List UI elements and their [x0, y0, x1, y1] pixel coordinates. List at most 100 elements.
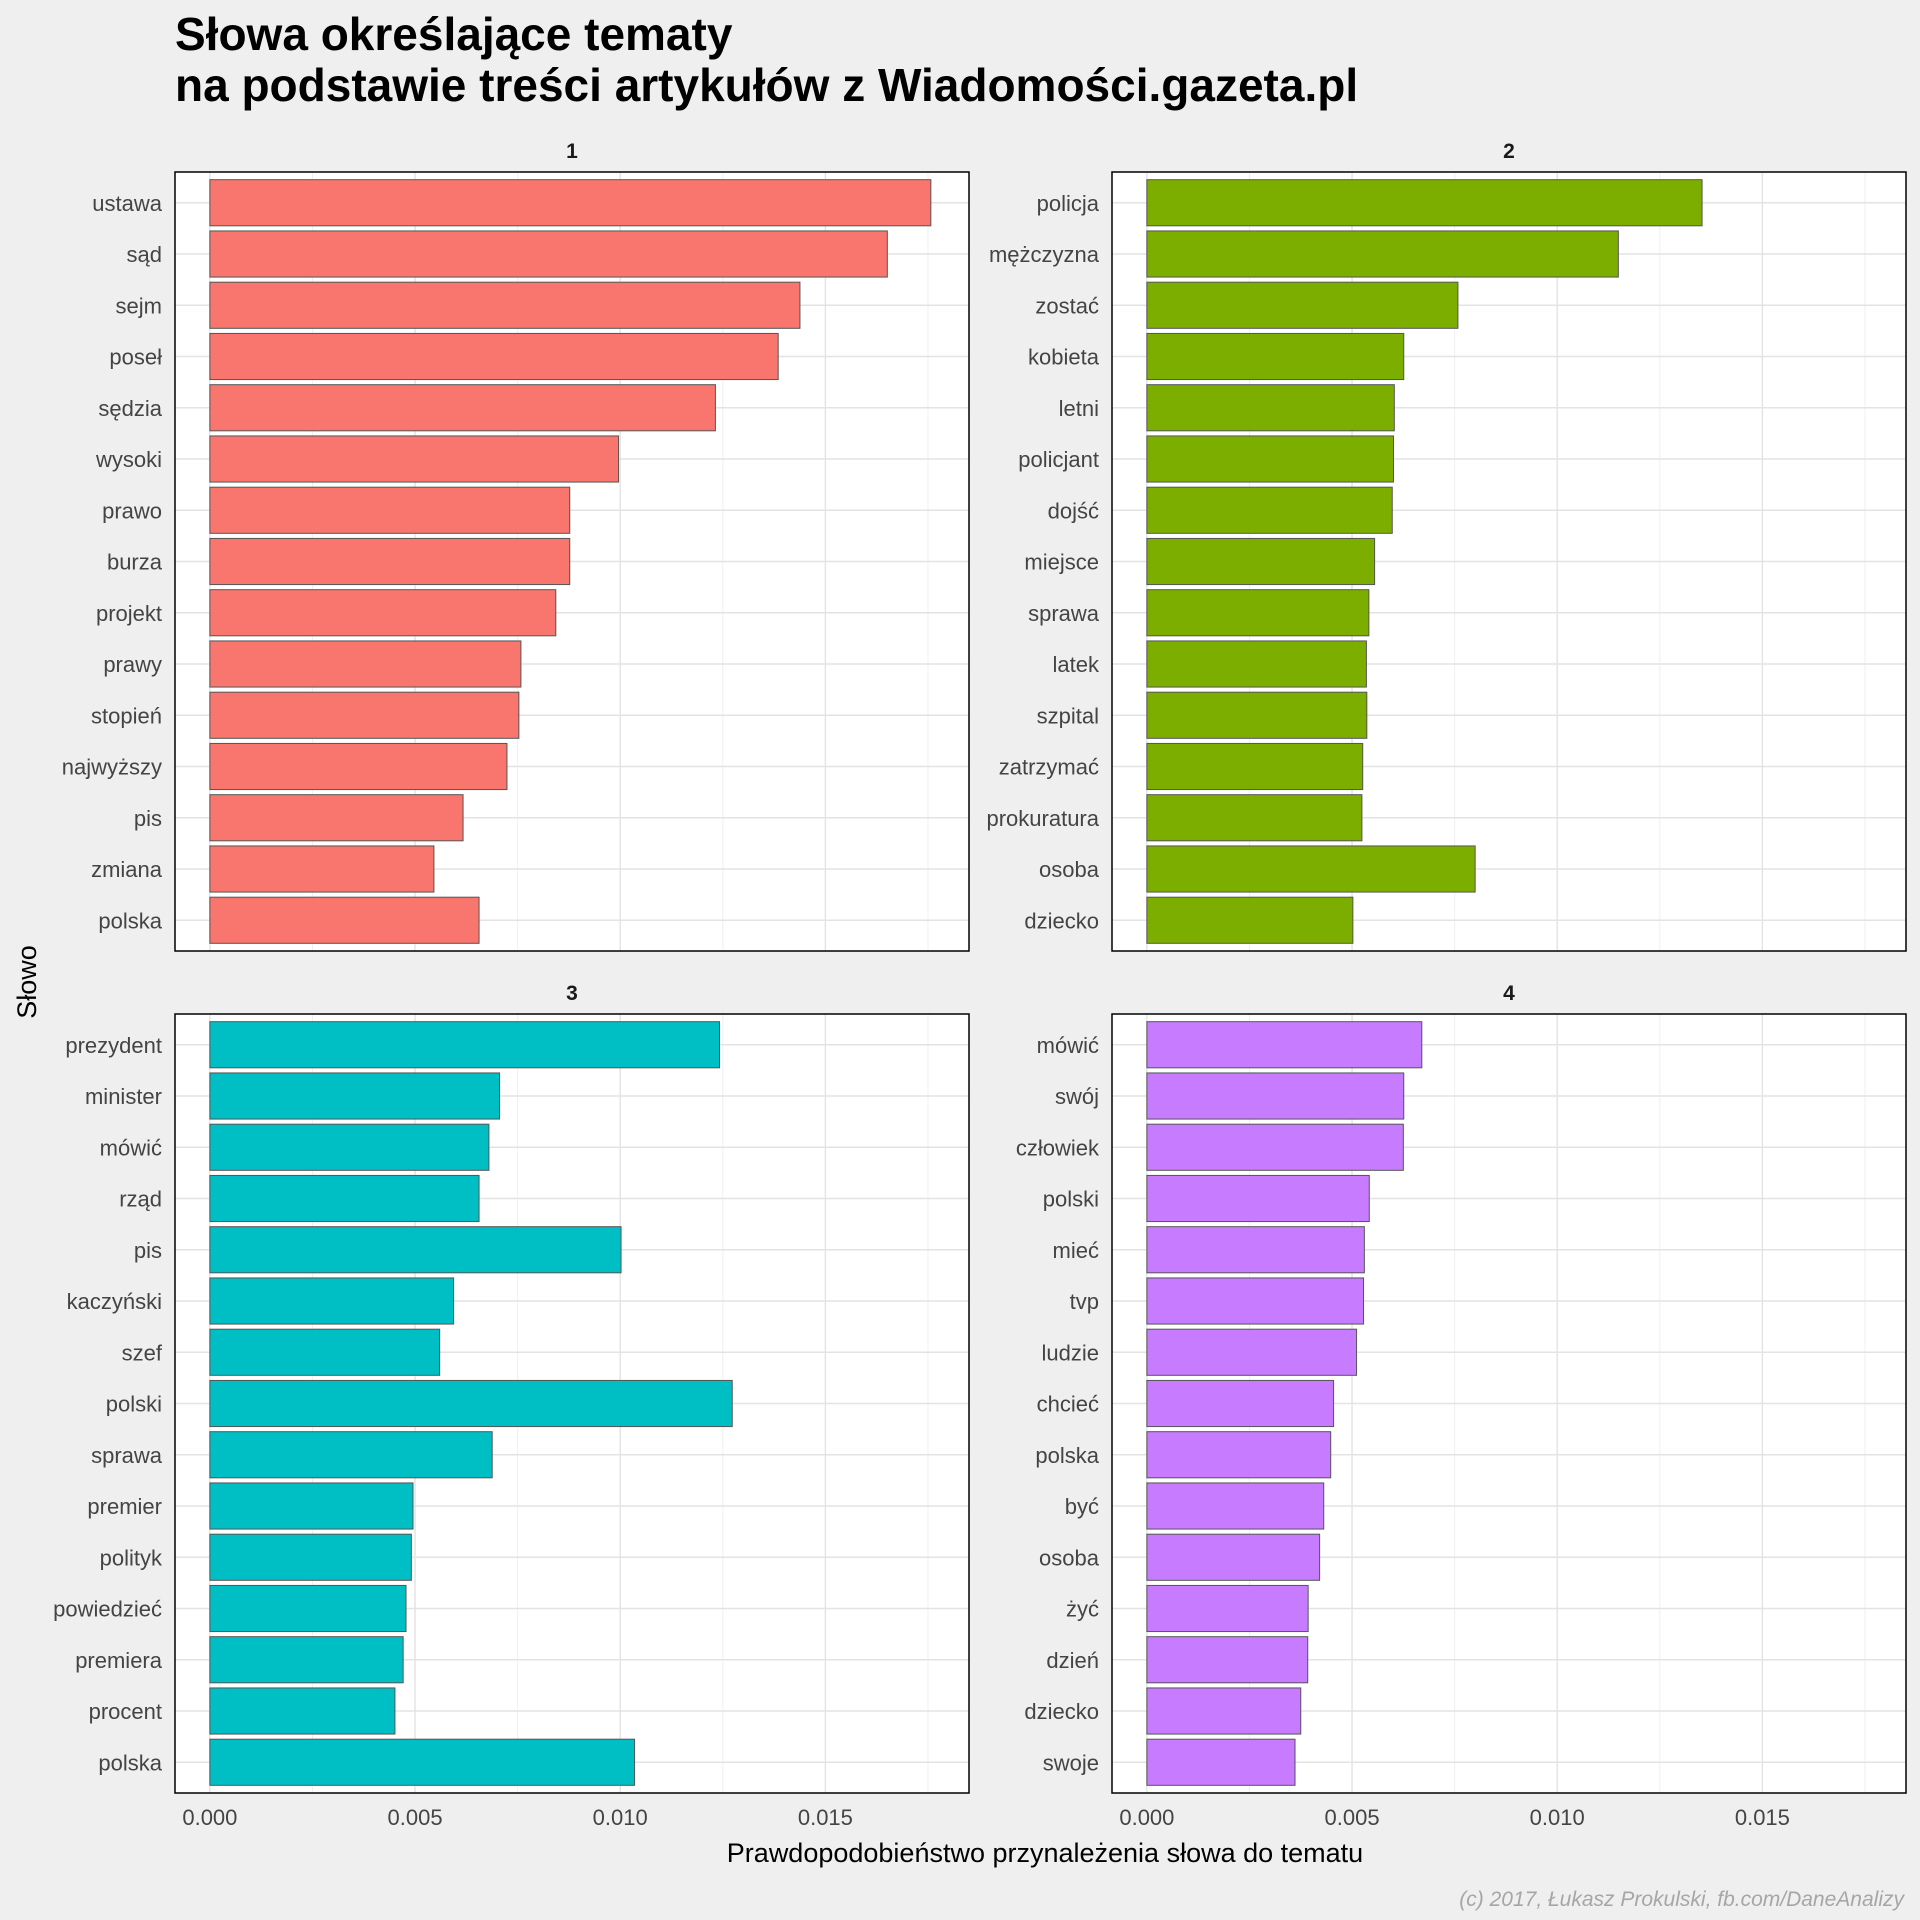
- category-label: sąd: [127, 242, 162, 267]
- category-label: miejsce: [1024, 550, 1099, 575]
- facet-strip-label: 3: [566, 982, 578, 1005]
- category-label: wysoki: [95, 447, 162, 472]
- panel-1: 1 ustawa sąd sejm poseł sędzia wysoki prawo burz…: [62, 140, 970, 952]
- bar: [1146, 435, 1394, 483]
- bar: [209, 1021, 721, 1069]
- bar: [209, 1533, 412, 1581]
- x-axis-title: Prawdopodobieństwo przynależenia słowa d…: [727, 1838, 1363, 1868]
- bar: [209, 1687, 396, 1735]
- bar: [209, 1328, 441, 1376]
- bar: [209, 1277, 455, 1325]
- bar: [209, 1174, 480, 1223]
- category-label: swoje: [1043, 1750, 1099, 1775]
- panel-2: 2 policja mężczyzna zostać kobieta letni polic…: [986, 140, 1907, 952]
- category-label: polska: [98, 1750, 162, 1775]
- category-label: kaczyński: [67, 1289, 162, 1314]
- bar: [1146, 1226, 1365, 1274]
- bar: [209, 794, 464, 842]
- panel-border: [174, 1013, 970, 1794]
- bar: [1146, 1072, 1405, 1120]
- bar: [1146, 794, 1363, 842]
- bar: [1146, 1021, 1423, 1069]
- bar: [209, 896, 480, 944]
- bar: [1146, 742, 1364, 791]
- bar: [209, 230, 888, 278]
- x-tick-label: 0.015: [798, 1805, 853, 1830]
- bar: [1146, 1379, 1335, 1428]
- bar: [209, 332, 779, 381]
- category-label: polski: [1043, 1187, 1099, 1212]
- category-label: policja: [1037, 191, 1100, 216]
- category-label: stopień: [91, 703, 162, 728]
- category-label: pis: [134, 806, 162, 831]
- bar: [209, 1584, 407, 1633]
- category-label: sprawa: [1028, 601, 1100, 626]
- bar: [1146, 1687, 1302, 1735]
- category-label: osoba: [1039, 1545, 1100, 1570]
- bar: [1146, 1123, 1404, 1171]
- panel-border: [174, 171, 970, 952]
- bar: [1146, 384, 1395, 432]
- category-label: minister: [85, 1084, 162, 1109]
- bar: [1146, 1431, 1332, 1479]
- bar: [209, 1636, 404, 1684]
- category-label: ludzie: [1042, 1340, 1099, 1365]
- bar: [1146, 179, 1703, 227]
- category-label: chcieć: [1037, 1392, 1099, 1417]
- bar: [209, 384, 716, 432]
- category-label: człowiek: [1016, 1135, 1100, 1160]
- category-label: procent: [89, 1699, 162, 1724]
- category-label: rząd: [119, 1187, 162, 1212]
- category-label: burza: [107, 550, 163, 575]
- category-label: najwyższy: [62, 755, 162, 780]
- bar: [1146, 1584, 1309, 1633]
- category-label: poseł: [109, 345, 162, 370]
- bar: [1146, 1738, 1296, 1786]
- bar: [209, 1123, 490, 1171]
- category-label: mężczyzna: [989, 242, 1100, 267]
- category-label: dziecko: [1024, 908, 1099, 933]
- bar: [209, 742, 508, 791]
- category-label: letni: [1059, 396, 1099, 421]
- bar: [1146, 1328, 1358, 1376]
- bar: [1146, 486, 1393, 534]
- category-label: żyć: [1066, 1597, 1099, 1622]
- bar: [209, 845, 435, 893]
- bar: [1146, 640, 1367, 688]
- category-label: sejm: [116, 293, 162, 318]
- category-label: polska: [98, 908, 162, 933]
- bar: [1146, 896, 1354, 944]
- bar: [1146, 1174, 1370, 1223]
- category-label: latek: [1053, 652, 1100, 677]
- category-label: powiedzieć: [53, 1597, 162, 1622]
- category-label: szpital: [1037, 703, 1099, 728]
- category-label: pis: [134, 1238, 162, 1263]
- panel-border: [1111, 1013, 1907, 1794]
- bar: [1146, 589, 1370, 637]
- bar: [209, 1431, 493, 1479]
- panels-layer: 1 ustawa sąd sejm poseł sędzia wysoki prawo burz…: [53, 140, 1907, 1830]
- bar: [1146, 1636, 1309, 1684]
- category-label: prezydent: [65, 1033, 162, 1058]
- chart-title-line-1: Słowa określające tematy: [175, 8, 733, 60]
- category-label: polityk: [100, 1545, 163, 1570]
- category-label: swój: [1055, 1084, 1099, 1109]
- bar: [209, 435, 620, 483]
- bar: [1146, 1482, 1325, 1530]
- bar: [1146, 332, 1405, 381]
- category-label: ustawa: [92, 191, 162, 216]
- category-label: mówić: [100, 1135, 162, 1160]
- category-label: zostać: [1035, 293, 1099, 318]
- category-label: dziecko: [1024, 1699, 1099, 1724]
- category-label: premiera: [75, 1648, 163, 1673]
- x-tick-label: 0.005: [1325, 1805, 1380, 1830]
- bar: [1146, 1277, 1365, 1325]
- category-label: tvp: [1070, 1289, 1099, 1314]
- bar: [1146, 281, 1459, 329]
- panel-3: 3 prezydent minister mówić rząd pis kaczyński s…: [53, 982, 970, 1830]
- category-label: szef: [122, 1340, 163, 1365]
- category-label: dzień: [1046, 1648, 1099, 1673]
- category-label: sędzia: [98, 396, 162, 421]
- category-label: zatrzymać: [999, 755, 1099, 780]
